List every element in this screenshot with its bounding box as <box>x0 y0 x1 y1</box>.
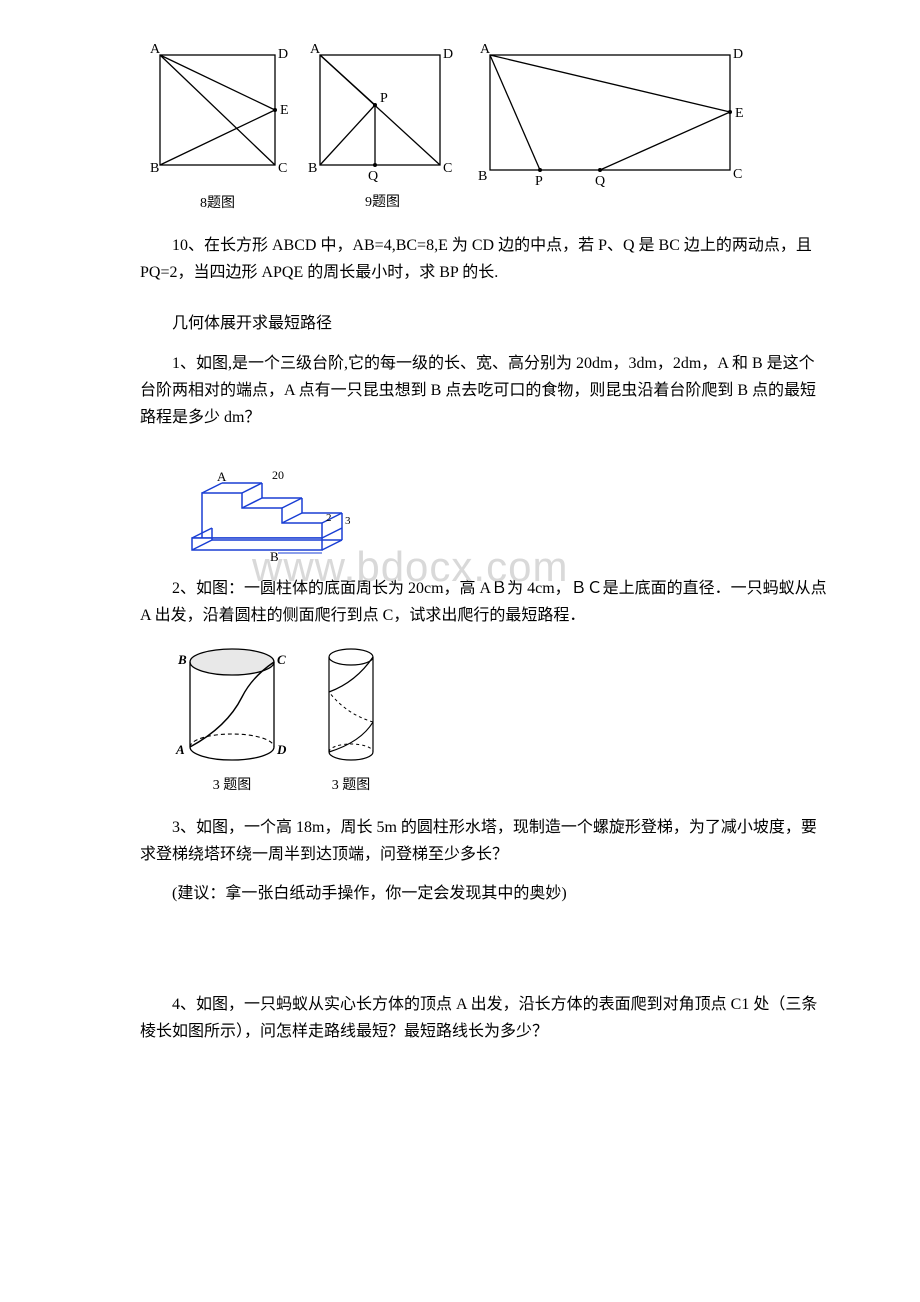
pt-C: C <box>733 167 742 182</box>
pt-E: E <box>735 106 744 121</box>
pt-B: B <box>150 161 159 176</box>
pt-P: P <box>535 174 543 189</box>
pt-C: C <box>278 161 287 176</box>
pt-C: C <box>277 652 286 667</box>
section-title: 几何体展开求最短路径 <box>140 310 830 337</box>
figure-10: A D B C E P Q <box>470 40 750 190</box>
pt-A: A <box>217 469 227 484</box>
figure-8-caption: 8题图 <box>200 192 235 212</box>
pt-B: B <box>478 169 487 184</box>
len-label: 20 <box>272 468 284 482</box>
cyl1-caption: 3 题图 <box>213 774 252 794</box>
stairs-figure: A 20 2 3 B <box>172 443 372 563</box>
pt-B: B <box>308 161 317 176</box>
cyl2-caption: 3 题图 <box>332 774 371 794</box>
question-3-hint: (建议：拿一张白纸动手操作，你一定会发现其中的奥妙) <box>140 880 830 907</box>
question-2: 2、如图：一圆柱体的底面周长为 20cm，高 AＢ为 4cm，ＢＣ是上底面的直径… <box>140 575 830 629</box>
pt-D: D <box>276 742 287 757</box>
question-10: 10、在长方形 ABCD 中，AB=4,BC=8,E 为 CD 边的中点，若 P… <box>140 232 830 286</box>
figure-8: A D B C E 8题图 <box>140 40 295 212</box>
pt-A: A <box>150 42 161 57</box>
cylinder-figure-1: B C A D 3 题图 <box>172 642 292 794</box>
figure-9: A D B C P Q 9题图 <box>305 40 460 211</box>
pt-D: D <box>443 47 453 62</box>
figure-8-svg: A D B C E <box>140 40 295 190</box>
pt-D: D <box>278 47 288 62</box>
question-1: 1、如图,是一个三级台阶,它的每一级的长、宽、高分别为 20dm，3dm，2dm… <box>140 350 830 432</box>
pt-Q: Q <box>368 169 378 184</box>
figure-9-caption: 9题图 <box>365 191 400 211</box>
figure-10-svg: A D B C E P Q <box>470 40 750 190</box>
pt-C: C <box>443 161 452 176</box>
pt-A: A <box>310 42 321 57</box>
pt-Q: Q <box>595 174 605 189</box>
pt-P: P <box>380 91 388 106</box>
question-3: 3、如图，一个高 18m，周长 5m 的圆柱形水塔，现制造一个螺旋形登梯，为了减… <box>140 814 830 868</box>
pt-A: A <box>480 42 491 57</box>
pt-A: A <box>175 742 185 757</box>
pt-D: D <box>733 47 743 62</box>
figure-9-svg: A D B C P Q <box>305 40 460 195</box>
pt-B: B <box>270 549 279 563</box>
question-4: 4、如图，一只蚂蚁从实心长方体的顶点 A 出发，沿长方体的表面爬到对角顶点 C1… <box>140 991 830 1045</box>
figure-row-top: A D B C E 8题图 A D B C <box>140 40 830 212</box>
h-label: 3 <box>345 515 351 527</box>
w-label: 2 <box>326 512 332 524</box>
pt-B: B <box>177 652 187 667</box>
pt-E: E <box>280 103 289 118</box>
cylinder-figure-2: 3 题图 <box>316 642 386 794</box>
